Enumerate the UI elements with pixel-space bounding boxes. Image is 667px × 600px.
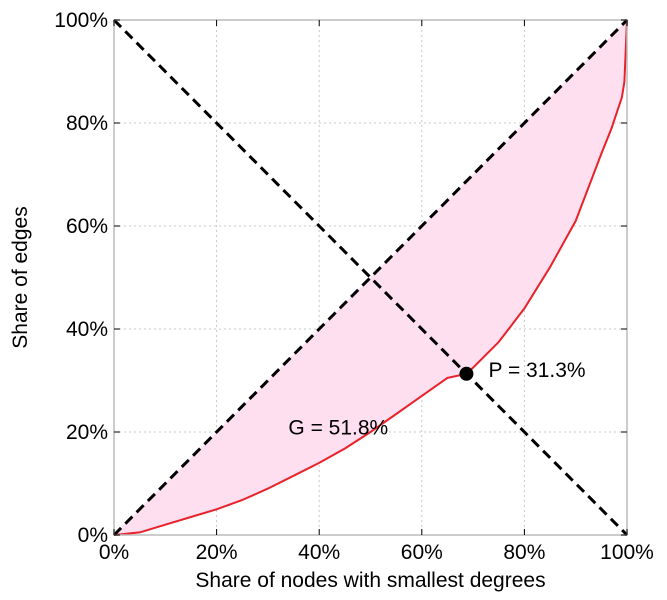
x-tick-label: 40% <box>298 541 340 564</box>
y-tick-label: 0% <box>78 524 108 547</box>
y-tick-label: 20% <box>66 421 108 444</box>
y-tick-label: 60% <box>66 215 108 238</box>
intersection-point <box>459 366 474 381</box>
x-tick-label: 80% <box>503 541 545 564</box>
x-axis-label: Share of nodes with smallest degrees <box>195 569 545 592</box>
y-tick-label: 40% <box>66 318 108 341</box>
equality-line <box>112 18 629 537</box>
annotations: G = 51.8% P = 31.3% <box>288 359 585 440</box>
x-tick-label: 100% <box>600 541 654 564</box>
ticks: 0% 20% 40% 60% 80% 100% 0% 20% 40% 60% 80% 100% <box>54 9 654 564</box>
p-annotation: P = 31.3% <box>488 359 585 382</box>
x-tick-label: 20% <box>196 541 238 564</box>
y-tick-label: 100% <box>54 9 108 32</box>
x-tick-label: 60% <box>401 541 443 564</box>
y-axis-label: Share of edges <box>9 206 32 348</box>
anti-diagonal-line <box>112 18 629 537</box>
y-tick-label: 80% <box>66 112 108 135</box>
plot-frame <box>113 19 628 536</box>
series-group <box>112 18 629 537</box>
lorenz-curve-line <box>113 19 628 536</box>
gini-annotation: G = 51.8% <box>288 417 388 440</box>
x-tick-label: 0% <box>99 541 129 564</box>
